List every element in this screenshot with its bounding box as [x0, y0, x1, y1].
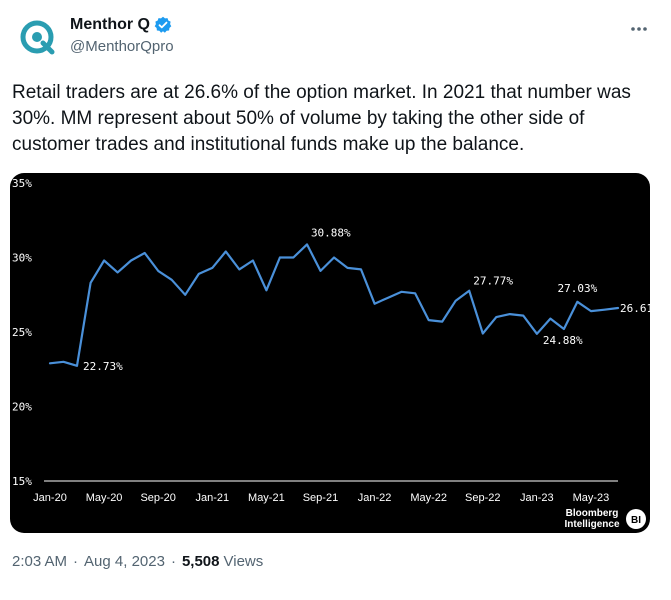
data-point	[400, 290, 403, 293]
source-label: Bloomberg	[566, 508, 619, 519]
data-point	[495, 316, 498, 318]
data-point	[76, 365, 78, 367]
y-tick-label: 20%	[12, 401, 32, 414]
data-point	[617, 307, 619, 309]
meta-separator: ·	[170, 553, 176, 570]
data-point	[238, 268, 241, 271]
source-badge-label: BI	[631, 515, 641, 526]
x-tick-label: Sep-21	[303, 492, 338, 504]
tweet-time[interactable]: 2:03 AM	[12, 553, 68, 570]
data-point	[184, 293, 187, 296]
data-point	[536, 332, 538, 335]
data-label: 24.88%	[543, 334, 583, 347]
chart-image[interactable]: 35% 30% 25% 20% 15% Jan-20 May-20 Sep-20 Jan-21 M…	[10, 173, 650, 533]
data-point	[306, 243, 308, 246]
menthorq-logo-icon	[20, 20, 55, 55]
data-point	[427, 319, 430, 321]
data-point	[603, 308, 606, 311]
data-label: 26.61%	[620, 302, 650, 315]
data-point	[441, 320, 443, 323]
verified-badge-icon	[154, 16, 172, 34]
data-label: 22.73%	[83, 360, 123, 373]
data-point	[373, 302, 376, 305]
y-tick-label: 15%	[12, 475, 32, 488]
data-point	[170, 279, 173, 281]
handle[interactable]: @MenthorQpro	[70, 38, 174, 55]
x-tick-label: May-21	[248, 492, 285, 504]
data-label: 30.88%	[311, 226, 351, 239]
views-label: Views	[223, 553, 264, 570]
y-tick-label: 35%	[12, 177, 32, 190]
data-point	[252, 259, 254, 262]
data-point	[509, 313, 511, 315]
x-tick-label: Jan-20	[33, 492, 67, 504]
tweet-meta: 2:03 AM · Aug 4, 2023 · 5,508 Views	[12, 553, 263, 570]
y-tick-label: 30%	[12, 252, 32, 265]
avatar[interactable]	[16, 16, 60, 60]
data-point	[211, 267, 214, 269]
data-point	[143, 252, 146, 254]
x-tick-label: Jan-22	[358, 492, 392, 504]
data-point	[130, 259, 132, 262]
x-tick-label: May-23	[573, 492, 610, 504]
display-name[interactable]: Menthor Q	[70, 16, 150, 33]
tweet-text: Retail traders are at 26.6% of the optio…	[12, 82, 631, 155]
data-point	[116, 271, 119, 274]
data-point	[468, 289, 471, 292]
data-point	[414, 292, 416, 295]
source-badge-icon	[626, 509, 646, 529]
tweet-header: Menthor Q @MenthorQpro	[16, 14, 656, 66]
data-point	[576, 300, 579, 303]
data-label: 27.77%	[473, 275, 513, 288]
data-label: 27.03%	[558, 282, 598, 295]
meta-separator: ·	[73, 553, 79, 570]
data-point	[563, 328, 565, 330]
x-tick-label: Jan-21	[195, 492, 229, 504]
data-point	[522, 314, 525, 317]
data-point	[346, 267, 349, 269]
author-names: Menthor Q @MenthorQpro	[70, 16, 174, 55]
data-point	[265, 289, 268, 292]
data-point	[292, 256, 295, 259]
data-point	[197, 273, 200, 275]
data-point	[590, 310, 592, 312]
data-point	[454, 299, 457, 302]
data-point	[549, 317, 552, 320]
x-tick-label: May-20	[86, 492, 123, 504]
data-point	[481, 332, 484, 335]
data-point	[360, 268, 362, 271]
x-tick-label: Jan-23	[520, 492, 554, 504]
views-count: 5,508	[181, 553, 220, 570]
series-line	[48, 243, 620, 367]
x-tick-label: Sep-20	[140, 492, 175, 504]
data-point	[225, 250, 227, 253]
data-point	[333, 256, 335, 259]
tweet-date[interactable]: Aug 4, 2023	[84, 553, 165, 570]
y-tick-label: 25%	[12, 326, 32, 339]
data-point	[387, 296, 389, 299]
data-point	[62, 361, 65, 363]
x-tick-label: May-22	[410, 492, 447, 504]
chart: 35% 30% 25% 20% 15%Jan-20 May-20 Sep-20 Jan-21 M…	[12, 177, 650, 530]
data-point	[89, 282, 92, 284]
data-point	[319, 270, 322, 272]
data-point	[279, 256, 281, 259]
data-point	[103, 259, 105, 262]
x-tick-label: Sep-22	[465, 492, 500, 504]
data-point	[49, 362, 51, 365]
source-label: Intelligence	[564, 519, 619, 530]
more-options-icon[interactable]	[628, 18, 650, 40]
data-point	[157, 270, 159, 272]
